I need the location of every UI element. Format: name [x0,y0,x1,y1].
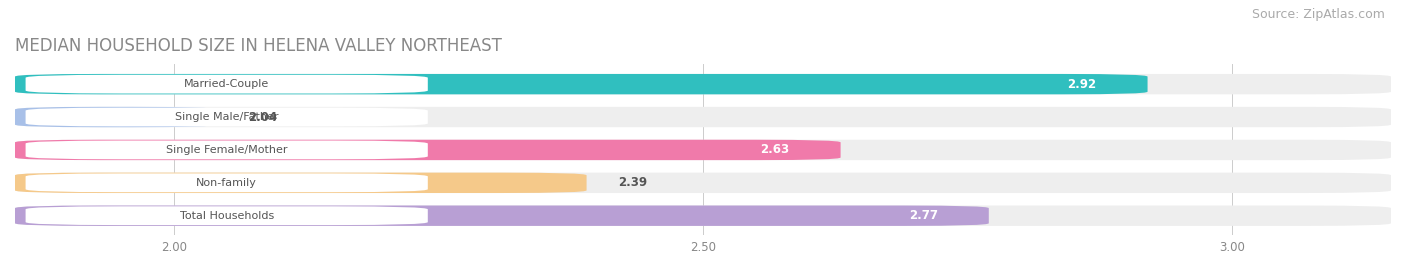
Text: Married-Couple: Married-Couple [184,79,270,89]
FancyBboxPatch shape [25,174,427,192]
FancyBboxPatch shape [1021,75,1142,93]
FancyBboxPatch shape [25,141,427,159]
Text: 2.39: 2.39 [619,176,647,189]
FancyBboxPatch shape [15,206,988,226]
Text: 2.92: 2.92 [1067,78,1097,91]
FancyBboxPatch shape [15,173,1391,193]
FancyBboxPatch shape [15,74,1147,94]
FancyBboxPatch shape [25,108,427,126]
FancyBboxPatch shape [714,141,835,159]
Text: 2.77: 2.77 [908,209,938,222]
Text: Single Male/Father: Single Male/Father [174,112,278,122]
Text: 2.04: 2.04 [247,111,277,123]
FancyBboxPatch shape [15,206,1391,226]
FancyBboxPatch shape [15,74,1391,94]
FancyBboxPatch shape [15,140,841,160]
FancyBboxPatch shape [25,206,427,225]
Text: Total Households: Total Households [180,211,274,221]
Text: Source: ZipAtlas.com: Source: ZipAtlas.com [1251,8,1385,21]
FancyBboxPatch shape [15,107,217,127]
Text: Single Female/Mother: Single Female/Mother [166,145,287,155]
FancyBboxPatch shape [15,107,1391,127]
Text: MEDIAN HOUSEHOLD SIZE IN HELENA VALLEY NORTHEAST: MEDIAN HOUSEHOLD SIZE IN HELENA VALLEY N… [15,37,502,55]
FancyBboxPatch shape [15,173,586,193]
FancyBboxPatch shape [15,140,1391,160]
Text: Non-family: Non-family [197,178,257,188]
FancyBboxPatch shape [862,207,983,225]
FancyBboxPatch shape [25,75,427,94]
Text: 2.63: 2.63 [761,143,790,157]
